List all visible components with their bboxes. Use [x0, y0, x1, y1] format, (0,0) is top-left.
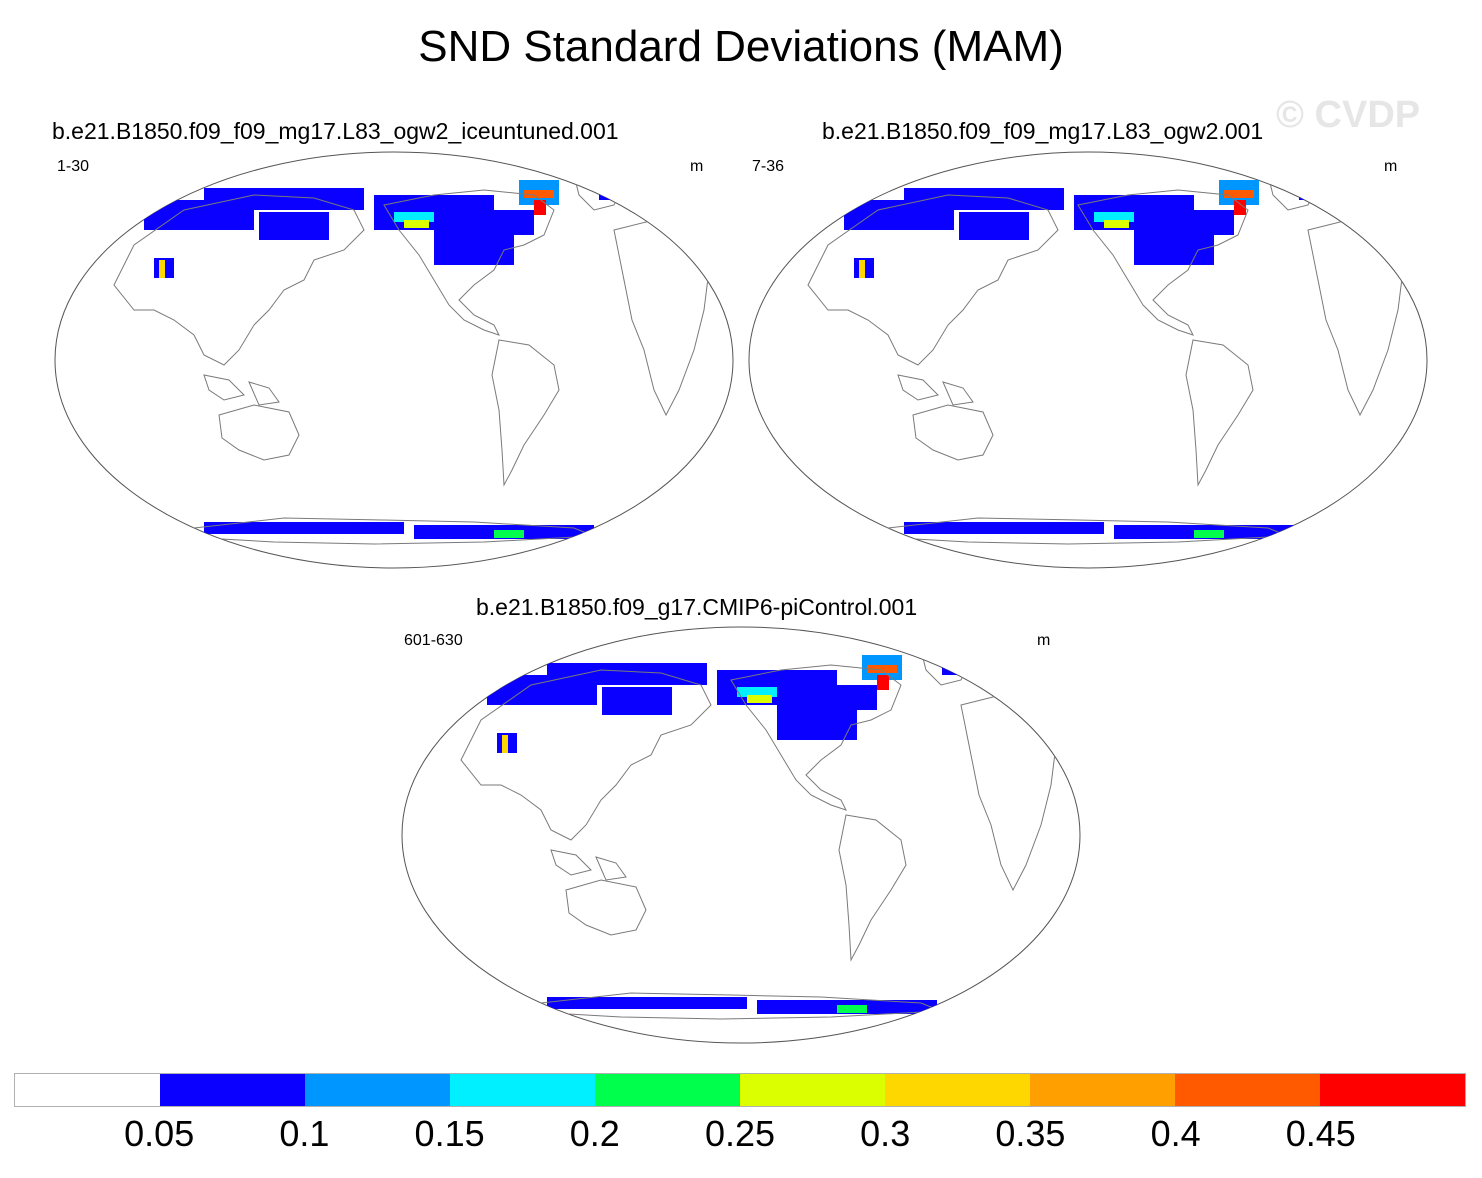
- map-boundary: [748, 151, 1428, 569]
- snow-antarctic-peninsula: [1194, 530, 1224, 538]
- snow-baffin: [534, 200, 546, 215]
- panel-3-years: 601-630: [404, 632, 463, 649]
- snow-greenland-edge: [524, 190, 554, 198]
- colorbar-bin: [160, 1074, 305, 1106]
- snow-north-asia: [547, 663, 707, 685]
- snow-scandinavia: [1299, 175, 1324, 200]
- snow-alaska-peak: [404, 220, 429, 228]
- figure-title: SND Standard Deviations (MAM): [418, 22, 1064, 71]
- snow-antarctica-west: [204, 522, 404, 534]
- australia-landmass: [218, 404, 300, 461]
- panel-2-title: b.e21.B1850.f09_f09_mg17.L83_ogw2.001: [822, 118, 1264, 144]
- panel-1-map: [54, 151, 734, 569]
- south-america-landmass: [1185, 339, 1254, 487]
- new-guinea-island: [595, 856, 627, 881]
- panel-3-units: m: [1037, 632, 1051, 649]
- indonesia-island: [897, 374, 939, 401]
- indonesia-island: [203, 374, 245, 401]
- snow-antarctica-west: [547, 997, 747, 1009]
- north-america-landmass: [383, 189, 555, 336]
- map-boundary: [401, 626, 1081, 1044]
- colorbar-bin: [1320, 1074, 1465, 1106]
- snow-north-asia: [204, 188, 364, 210]
- snow-himalaya: [502, 735, 508, 753]
- snow-himalaya: [859, 260, 865, 278]
- snow-north-canada: [1174, 210, 1234, 235]
- colorbar-label: 0.2: [569, 1113, 620, 1154]
- map-content: [113, 169, 710, 545]
- panel-2-units: m: [1384, 158, 1398, 175]
- snow-antarctic-peninsula: [837, 1005, 867, 1013]
- snow-north-canada: [817, 685, 877, 710]
- snow-east-asia: [259, 212, 329, 240]
- colorbar-bin: [15, 1074, 160, 1106]
- colorbar-bin: [1175, 1074, 1320, 1106]
- colorbar-bin: [885, 1074, 1030, 1106]
- panel-3-title: b.e21.B1850.f09_g17.CMIP6-piControl.001: [476, 594, 918, 620]
- snow-alaska-high: [394, 212, 434, 222]
- colorbar-bin: [740, 1074, 885, 1106]
- snow-scandinavia: [942, 650, 967, 675]
- panel-2-years: 7-36: [752, 158, 785, 175]
- north-america-landmass: [1077, 189, 1249, 336]
- panel-2-map: [748, 151, 1428, 569]
- colorbar-bin: [1030, 1074, 1175, 1106]
- colorbar-label: 0.35: [995, 1113, 1066, 1154]
- colorbar-label: 0.25: [704, 1113, 776, 1154]
- snow-scandinavia: [599, 175, 624, 200]
- indonesia-island: [550, 849, 592, 876]
- colorbar-bin: [450, 1074, 595, 1106]
- colorbar-label: 0.15: [414, 1113, 485, 1154]
- colorbar-label: 0.3: [860, 1113, 911, 1154]
- colorbar-bin: [305, 1074, 450, 1106]
- snow-baffin: [1234, 200, 1246, 215]
- snow-north-asia: [904, 188, 1064, 210]
- snow-greenland-edge: [867, 665, 897, 673]
- new-guinea-island: [248, 381, 280, 406]
- asia-landmass: [460, 669, 712, 841]
- snow-baffin: [877, 675, 889, 690]
- snow-himalaya: [159, 260, 165, 278]
- snow-greenland-edge: [1224, 190, 1254, 198]
- panel-1-units: m: [690, 158, 704, 175]
- asia-landmass: [807, 194, 1059, 366]
- snow-alaska-high: [1094, 212, 1134, 222]
- cvdp-watermark: © CVDP: [1276, 94, 1421, 136]
- snow-north-canada: [474, 210, 534, 235]
- colorbar-bin: [595, 1074, 740, 1106]
- snow-alaska-peak: [747, 695, 772, 703]
- panel-1-years: 1-30: [57, 158, 90, 175]
- south-america-landmass: [838, 814, 907, 962]
- snow-antarctica-west: [904, 522, 1104, 534]
- colorbar-label: 0.45: [1285, 1113, 1356, 1154]
- panel-3-map: [401, 626, 1081, 1044]
- panel-1-title: b.e21.B1850.f09_f09_mg17.L83_ogw2_iceunt…: [52, 118, 619, 144]
- snow-east-asia: [602, 687, 672, 715]
- australia-landmass: [912, 404, 994, 461]
- colorbar-label: 0.1: [279, 1113, 330, 1154]
- colorbar-label: 0.05: [124, 1113, 195, 1154]
- new-guinea-island: [942, 381, 974, 406]
- colorbar-label: 0.4: [1150, 1113, 1201, 1154]
- map-boundary: [54, 151, 734, 569]
- north-america-landmass: [730, 664, 902, 811]
- snow-east-asia: [959, 212, 1029, 240]
- asia-landmass: [113, 194, 365, 366]
- colorbar: [14, 1073, 1466, 1107]
- snow-alaska-high: [737, 687, 777, 697]
- australia-landmass: [565, 879, 647, 936]
- snow-alaska-peak: [1104, 220, 1129, 228]
- south-america-landmass: [491, 339, 560, 487]
- snow-antarctic-peninsula: [494, 530, 524, 538]
